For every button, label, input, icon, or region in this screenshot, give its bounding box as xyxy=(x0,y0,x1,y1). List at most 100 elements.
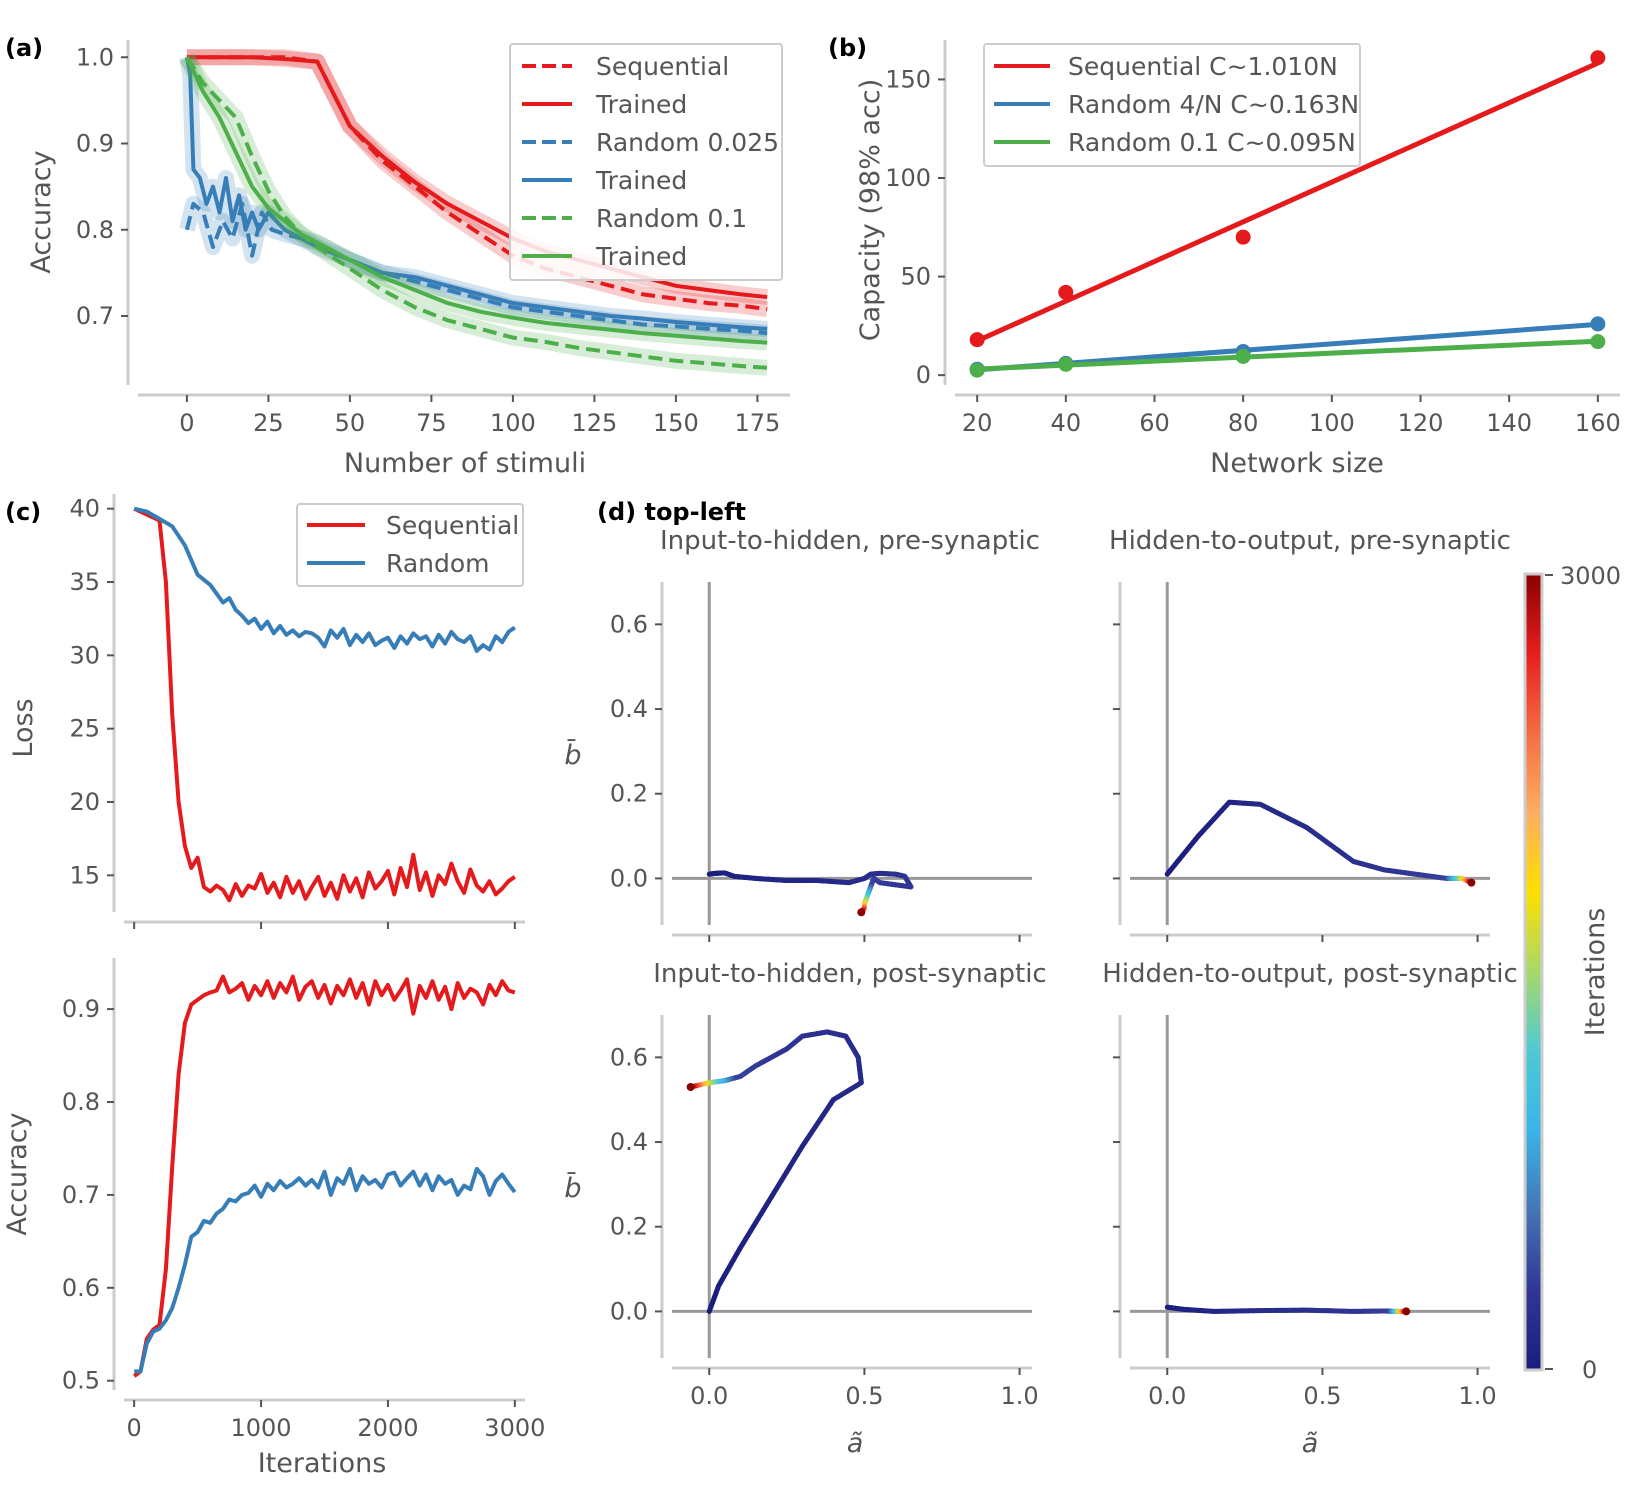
legend-label: Trained xyxy=(595,242,687,271)
x-tick-label: 0.0 xyxy=(1148,1382,1186,1410)
series-line xyxy=(185,56,768,370)
series-line xyxy=(134,1166,517,1374)
y-tick-label: 0.2 xyxy=(610,1213,648,1241)
x-tick-label: 125 xyxy=(571,409,617,437)
y-tick-label: 0.7 xyxy=(76,302,114,330)
series-line xyxy=(186,55,768,299)
x-tick-label: 0.0 xyxy=(690,1382,728,1410)
x-tick-label: 25 xyxy=(253,409,284,437)
x-tick-label: 150 xyxy=(653,409,699,437)
data-point xyxy=(969,332,985,348)
x-tick-label: 0 xyxy=(179,409,194,437)
y-tick-label: 150 xyxy=(885,65,931,93)
x-tick-label: 60 xyxy=(1139,409,1170,437)
data-point xyxy=(1058,356,1074,372)
x-tick-label: 1000 xyxy=(231,1414,292,1442)
x-tick-label: 0 xyxy=(127,1414,142,1442)
panel-c-legend: Sequential Random xyxy=(296,503,524,587)
legend-label: Random 0.1 C~0.095N xyxy=(1068,128,1356,157)
series-line xyxy=(184,201,768,336)
x-tick-label: 0.5 xyxy=(1303,1382,1341,1410)
panel-c-xlabel: Iterations xyxy=(258,1448,387,1479)
panel-d-title-output-pre: Hidden-to-output, pre-synaptic xyxy=(1109,526,1511,556)
plot-c-accuracy: 0.5 0.6 0.7 0.8 0.9 0 1000 2000 3000 xyxy=(62,958,545,1442)
y-tick-label: 0.5 xyxy=(62,1367,100,1395)
x-tick-label: 50 xyxy=(335,409,366,437)
panel-b-letter: (b) xyxy=(828,34,867,62)
panel-a-letter: (a) xyxy=(5,34,43,62)
x-tick-label: 2000 xyxy=(357,1414,418,1442)
panel-c-loss-ylabel: Loss xyxy=(8,698,39,757)
panel-c-acc-ylabel: Accuracy xyxy=(2,1112,33,1235)
series-line xyxy=(133,506,516,653)
panel-b-legend: Sequential C~1.010N Random 4/N C~0.163N … xyxy=(983,43,1361,167)
trajectory-end xyxy=(857,908,866,917)
x-tick-label: 20 xyxy=(962,409,993,437)
y-tick-label: 0.6 xyxy=(610,1043,648,1071)
y-tick-label: 15 xyxy=(69,861,100,889)
legend-label: Random xyxy=(386,549,490,578)
y-tick-label: 0.7 xyxy=(62,1181,100,1209)
legend-label: Random 0.1 xyxy=(596,204,747,233)
x-tick-label: 75 xyxy=(416,409,447,437)
y-tick-label: 0 xyxy=(916,361,931,389)
y-tick-label: 0.4 xyxy=(610,1128,648,1156)
trajectory-end xyxy=(1402,1307,1411,1316)
panel-a-xlabel: Number of stimuli xyxy=(344,448,586,479)
x-tick-label: 100 xyxy=(1309,409,1355,437)
x-tick-label: 80 xyxy=(1228,409,1259,437)
panel-d-title-input-pre: Input-to-hidden, pre-synaptic xyxy=(660,526,1040,556)
fit-line xyxy=(977,338,1598,372)
x-tick-label: 120 xyxy=(1398,409,1444,437)
panel-a-ylabel: Accuracy xyxy=(26,150,57,273)
colorbar-scale xyxy=(1523,572,1544,1372)
series-line xyxy=(133,974,516,1378)
data-point xyxy=(1058,284,1074,300)
plot-d-input-pre: 0.0 0.2 0.4 0.6 xyxy=(610,582,1032,942)
panel-d: (d) top-left Input-to-hidden, pre-synapt… xyxy=(564,498,1621,1459)
panel-b: (b) 0 50 100 150 20 40 60 80 100 120 140 160 Networ… xyxy=(828,34,1621,479)
x-tick-label: 0.5 xyxy=(845,1382,883,1410)
fit-line xyxy=(976,60,1599,344)
y-tick-label: 0.4 xyxy=(610,695,648,723)
legend-label: Trained xyxy=(595,90,687,119)
panel-d-xlabel-right: ã xyxy=(1302,1428,1319,1459)
y-tick-label: 0.2 xyxy=(610,780,648,808)
y-tick-label: 1.0 xyxy=(76,43,114,71)
panel-c: (c) 15 20 25 30 35 40 0.5 0.6 0.7 0.8 0.9 0 1000 200… xyxy=(2,494,545,1479)
data-point xyxy=(1590,334,1606,350)
panel-d-letter: (d) top-left xyxy=(597,498,746,526)
legend-label: Trained xyxy=(595,166,687,195)
y-tick-label: 30 xyxy=(69,641,100,669)
panel-d-ylabel-bottom: b̄ xyxy=(564,1172,581,1204)
panel-a-legend: Sequential Trained Random 0.025 Trained … xyxy=(509,43,783,281)
y-tick-label: 0.8 xyxy=(62,1088,100,1116)
x-tick-label: 140 xyxy=(1486,409,1532,437)
colorbar-label: Iterations xyxy=(1580,908,1611,1037)
legend-box xyxy=(509,43,783,281)
y-tick-label: 40 xyxy=(69,495,100,523)
trajectory-end xyxy=(1467,878,1476,887)
panel-d-xlabel-left: ã xyxy=(847,1428,864,1459)
y-tick-label: 35 xyxy=(69,568,100,596)
legend-box xyxy=(983,43,1361,167)
y-tick-label: 100 xyxy=(885,164,931,192)
plot-d-output-pre xyxy=(1113,582,1490,942)
y-tick-label: 0.6 xyxy=(62,1274,100,1302)
x-tick-label: 160 xyxy=(1575,409,1621,437)
y-tick-label: 50 xyxy=(900,263,931,291)
y-tick-label: 0.6 xyxy=(610,610,648,638)
legend-label: Sequential C~1.010N xyxy=(1068,52,1338,81)
colorbar-max-label: 3000 xyxy=(1560,562,1621,590)
y-tick-label: 25 xyxy=(69,715,100,743)
y-tick-label: 0.0 xyxy=(610,1297,648,1325)
x-tick-label: 1.0 xyxy=(1001,1382,1039,1410)
legend-label: Random 4/N C~0.163N xyxy=(1068,90,1359,119)
x-tick-label: 1.0 xyxy=(1459,1382,1497,1410)
legend-label: Sequential xyxy=(596,52,729,81)
x-tick-label: 175 xyxy=(734,409,780,437)
series-line xyxy=(184,56,768,331)
plot-d-output-post: 0.0 0.5 1.0 xyxy=(1113,1015,1497,1410)
data-point xyxy=(1590,316,1606,332)
